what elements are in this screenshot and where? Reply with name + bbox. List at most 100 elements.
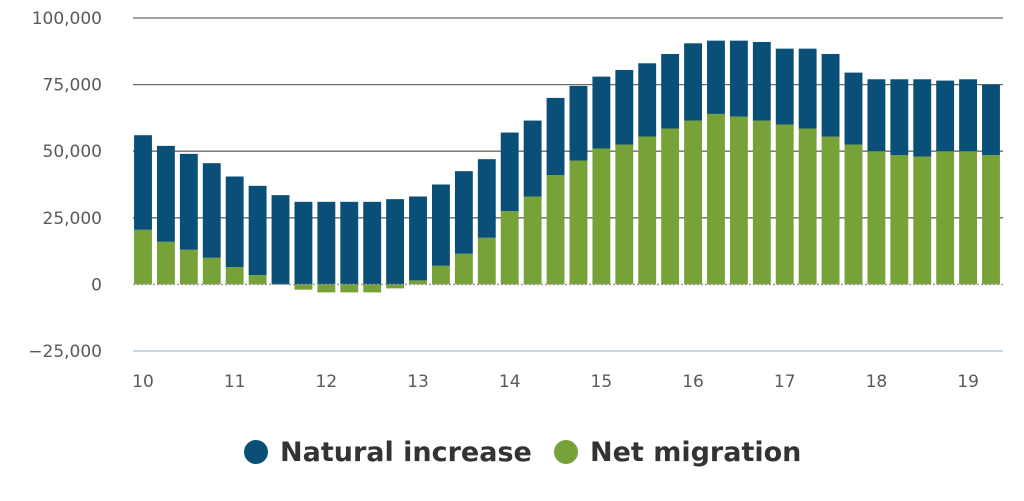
bar-natural-increase — [844, 72, 863, 145]
bar-natural-increase — [684, 43, 702, 121]
bar-net-migration — [225, 267, 244, 285]
bar-natural-increase — [959, 79, 978, 152]
bar-net-migration — [156, 241, 175, 285]
x-tick-label: 13 — [407, 372, 429, 392]
bar-natural-increase — [363, 201, 382, 285]
bar-natural-increase — [661, 53, 680, 129]
x-tick-label: 19 — [957, 372, 979, 392]
x-tick-label: 11 — [224, 372, 246, 392]
bar-net-migration — [134, 229, 152, 285]
bar-natural-increase — [638, 63, 657, 137]
bar-natural-increase — [179, 153, 198, 250]
bar-net-migration — [821, 136, 840, 285]
bar-net-migration — [615, 144, 634, 285]
x-tick-label: 12 — [316, 372, 338, 392]
bar-natural-increase — [867, 79, 886, 152]
bar-natural-increase — [752, 41, 771, 121]
legend-label-net-migration: Net migration — [590, 437, 801, 468]
x-tick-label: 16 — [682, 372, 704, 392]
bar-natural-increase — [225, 176, 244, 268]
bar-net-migration — [546, 175, 565, 285]
bar-net-migration — [432, 265, 450, 285]
x-tick-label: 10 — [132, 372, 154, 392]
legend-label-natural-increase: Natural increase — [280, 437, 532, 468]
x-axis-ticks: 10 11 12 13 14 15 16 17 18 19 — [132, 372, 979, 392]
bar-natural-increase — [569, 85, 588, 161]
x-tick-label: 18 — [866, 372, 888, 392]
bar-net-migration — [890, 155, 909, 285]
bar-natural-increase — [271, 195, 290, 285]
y-tick-label: 100,000 — [32, 9, 102, 29]
bar-natural-increase — [248, 185, 267, 276]
bar-net-migration — [523, 196, 542, 285]
bar-natural-increase — [432, 184, 450, 266]
bar-natural-increase — [340, 201, 359, 285]
y-axis-ticks: 100,000 75,000 50,000 25,000 0 −25,000 — [28, 9, 102, 362]
bar-net-migration — [179, 249, 198, 285]
bar-natural-increase — [821, 53, 840, 137]
bar-natural-increase — [386, 199, 405, 285]
legend-marker-net-migration — [554, 440, 578, 464]
bar-natural-increase — [454, 171, 473, 254]
bar-net-migration — [409, 280, 427, 285]
legend-marker-natural-increase — [244, 440, 268, 464]
bar-net-migration — [684, 120, 702, 285]
bar-net-migration — [844, 144, 863, 285]
y-tick-label: 50,000 — [43, 142, 102, 162]
bars-layer — [134, 40, 1000, 293]
bar-natural-increase — [134, 135, 152, 230]
bar-net-migration — [936, 151, 955, 285]
bar-net-migration — [798, 128, 817, 285]
bar-net-migration — [661, 128, 680, 285]
bar-natural-increase — [294, 201, 313, 285]
x-tick-label: 14 — [499, 372, 521, 392]
bar-net-migration — [982, 155, 1000, 285]
bar-natural-increase — [707, 40, 725, 114]
bar-natural-increase — [500, 132, 519, 212]
bar-net-migration — [775, 124, 794, 285]
legend: Natural increase Net migration — [244, 437, 801, 468]
bar-natural-increase — [798, 48, 817, 129]
bar-natural-increase — [592, 76, 611, 149]
bar-natural-increase — [775, 48, 794, 125]
bar-net-migration — [638, 136, 657, 285]
bar-net-migration — [248, 275, 267, 285]
bar-net-migration — [500, 211, 519, 285]
bar-net-migration — [569, 160, 588, 285]
bar-natural-increase — [615, 69, 634, 145]
bar-natural-increase — [729, 40, 748, 117]
bar-net-migration — [729, 116, 748, 285]
bar-net-migration — [752, 120, 771, 285]
bar-net-migration — [340, 284, 359, 293]
bar-net-migration — [454, 253, 473, 285]
bar-net-migration — [317, 284, 336, 293]
bar-net-migration — [913, 156, 932, 285]
x-tick-label: 15 — [591, 372, 613, 392]
bar-net-migration — [592, 148, 611, 285]
bar-natural-increase — [982, 84, 1000, 156]
bar-natural-increase — [913, 79, 932, 157]
bar-natural-increase — [936, 80, 955, 152]
y-tick-label: 25,000 — [43, 209, 102, 229]
bar-net-migration — [294, 284, 313, 290]
bar-net-migration — [707, 113, 725, 285]
bar-natural-increase — [546, 97, 565, 176]
bar-natural-increase — [477, 159, 496, 238]
bar-natural-increase — [202, 163, 221, 258]
bar-natural-increase — [409, 196, 427, 281]
bar-net-migration — [363, 284, 382, 293]
bar-net-migration — [202, 257, 221, 285]
x-tick-label: 17 — [774, 372, 796, 392]
bar-net-migration — [477, 237, 496, 285]
bar-natural-increase — [890, 79, 909, 156]
y-tick-label: 75,000 — [43, 76, 102, 96]
bar-natural-increase — [523, 120, 542, 197]
y-tick-label: 0 — [91, 275, 102, 295]
y-tick-label: −25,000 — [28, 342, 102, 362]
bar-net-migration — [867, 151, 886, 285]
bar-net-migration — [386, 284, 405, 289]
bar-natural-increase — [317, 201, 336, 285]
bar-net-migration — [959, 151, 978, 285]
bar-natural-increase — [156, 145, 175, 242]
